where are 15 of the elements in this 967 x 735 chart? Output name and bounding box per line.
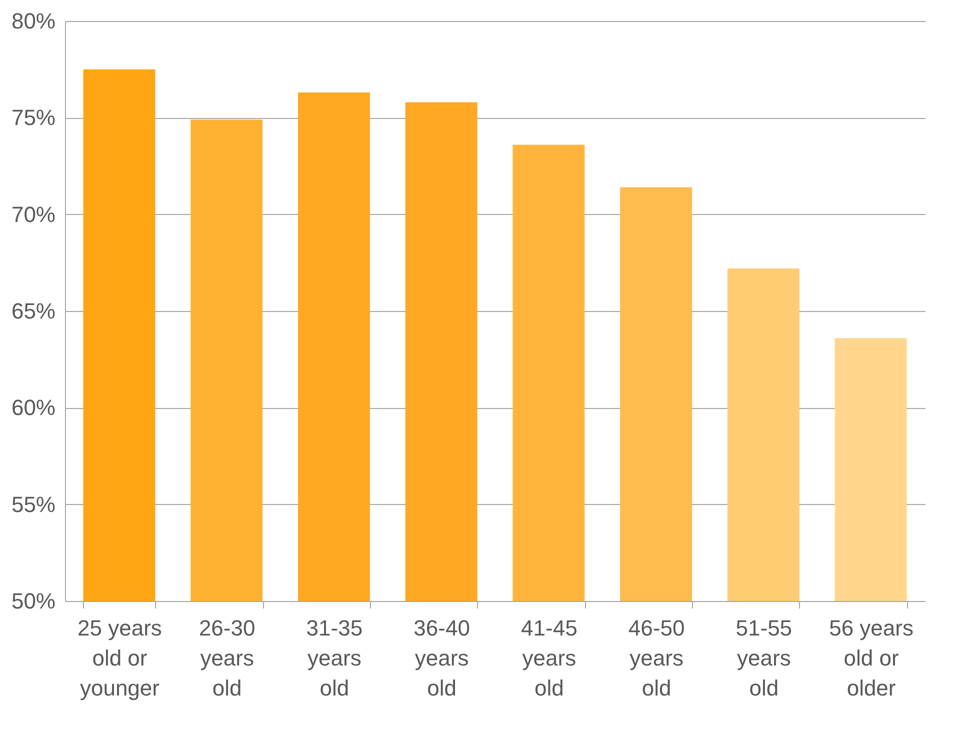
- y-tick-label: 80%: [11, 8, 56, 34]
- y-tick-label: 50%: [11, 588, 56, 614]
- x-tick-label: 41-45 years old: [521, 616, 578, 700]
- x-tick-label: 25 years old or younger: [78, 616, 162, 700]
- x-tick-label: 51-55 years old: [736, 616, 792, 700]
- x-tick-label: 46-50 years old: [628, 616, 685, 700]
- x-tick-label: 36-40 years old: [414, 616, 470, 700]
- y-tick-label: 65%: [11, 298, 56, 324]
- y-tick-label: 55%: [11, 492, 56, 517]
- y-tick-label: 70%: [11, 202, 56, 227]
- x-tick-label: 26-30 years old: [198, 616, 256, 700]
- y-tick-label: 75%: [11, 105, 56, 130]
- x-tick-label: 31-35 years old: [306, 616, 363, 700]
- x-tick-label: 56 years old or older: [829, 616, 914, 700]
- y-tick-label: 60%: [11, 395, 56, 420]
